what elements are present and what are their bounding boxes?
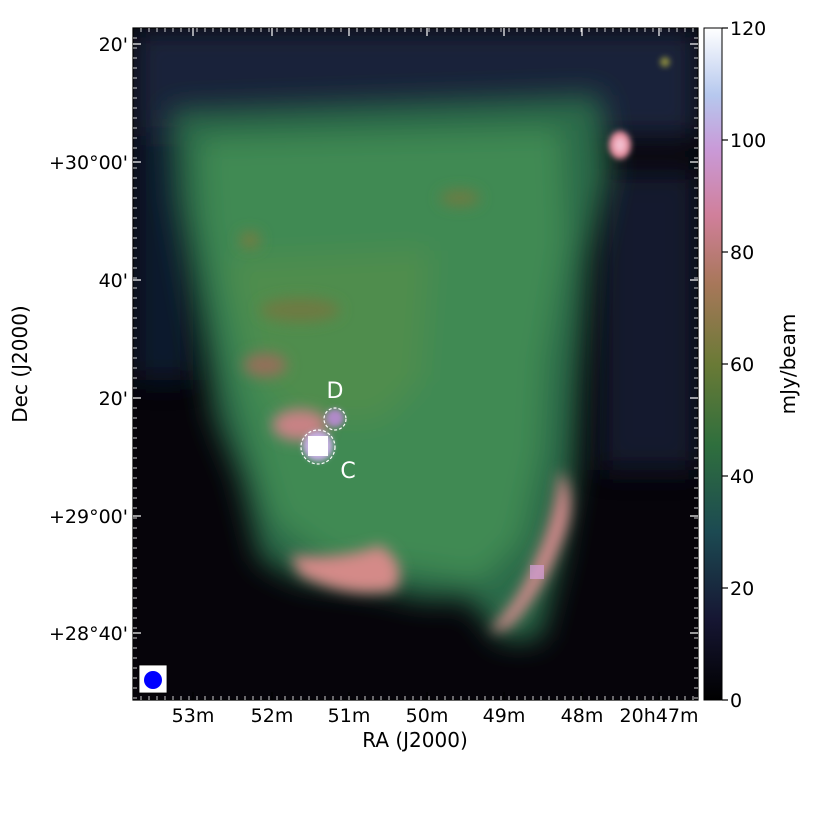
y-tick-label: +28°40' xyxy=(49,623,128,645)
x-tick-label: 20h47m xyxy=(620,705,699,727)
annotation-label-d: D xyxy=(327,379,344,404)
x-axis-label: RA (J2000) xyxy=(362,728,468,752)
y-axis-ticks: 20' +30°00' 40' 20' +29°00' +28°40' xyxy=(49,34,698,645)
y-tick-label: 40' xyxy=(99,270,128,292)
beam-marker xyxy=(138,664,168,694)
annotation-label-c: C xyxy=(340,459,355,484)
heatmap-image xyxy=(133,28,698,700)
x-tick-label: 50m xyxy=(406,705,449,727)
x-tick-label: 53m xyxy=(172,705,215,727)
plot-frame xyxy=(132,27,699,701)
colorbar-tick-label: 80 xyxy=(730,242,754,264)
minor-ticks xyxy=(133,28,698,700)
colorbar-tick-label: 60 xyxy=(730,354,754,376)
colorbar-tick-label: 100 xyxy=(730,130,766,152)
y-tick-label: +30°00' xyxy=(49,152,128,174)
x-tick-label: 48m xyxy=(561,705,604,727)
x-tick-label: 51m xyxy=(328,705,371,727)
colorbar-tick-label: 40 xyxy=(730,466,754,488)
colorbar-ticks: 0 20 40 60 80 100 120 xyxy=(722,18,766,712)
y-axis-label: Dec (J2000) xyxy=(8,305,32,422)
source-d-marker xyxy=(323,407,347,431)
y-tick-label: 20' xyxy=(99,34,128,56)
x-tick-label: 49m xyxy=(483,705,526,727)
x-axis-ticks: 53m 52m 51m 50m 49m 48m 20h47m xyxy=(172,28,699,727)
colorbar xyxy=(703,27,723,701)
colorbar-tick-label: 0 xyxy=(730,690,742,712)
y-tick-label: 20' xyxy=(99,388,128,410)
source-c-core xyxy=(308,436,328,456)
colorbar-label: mJy/beam xyxy=(776,314,800,415)
x-tick-label: 52m xyxy=(251,705,294,727)
colorbar-tick-label: 20 xyxy=(730,578,754,600)
y-tick-label: +29°00' xyxy=(49,506,128,528)
source-c-marker xyxy=(300,429,336,465)
colorbar-tick-label: 120 xyxy=(730,18,766,40)
